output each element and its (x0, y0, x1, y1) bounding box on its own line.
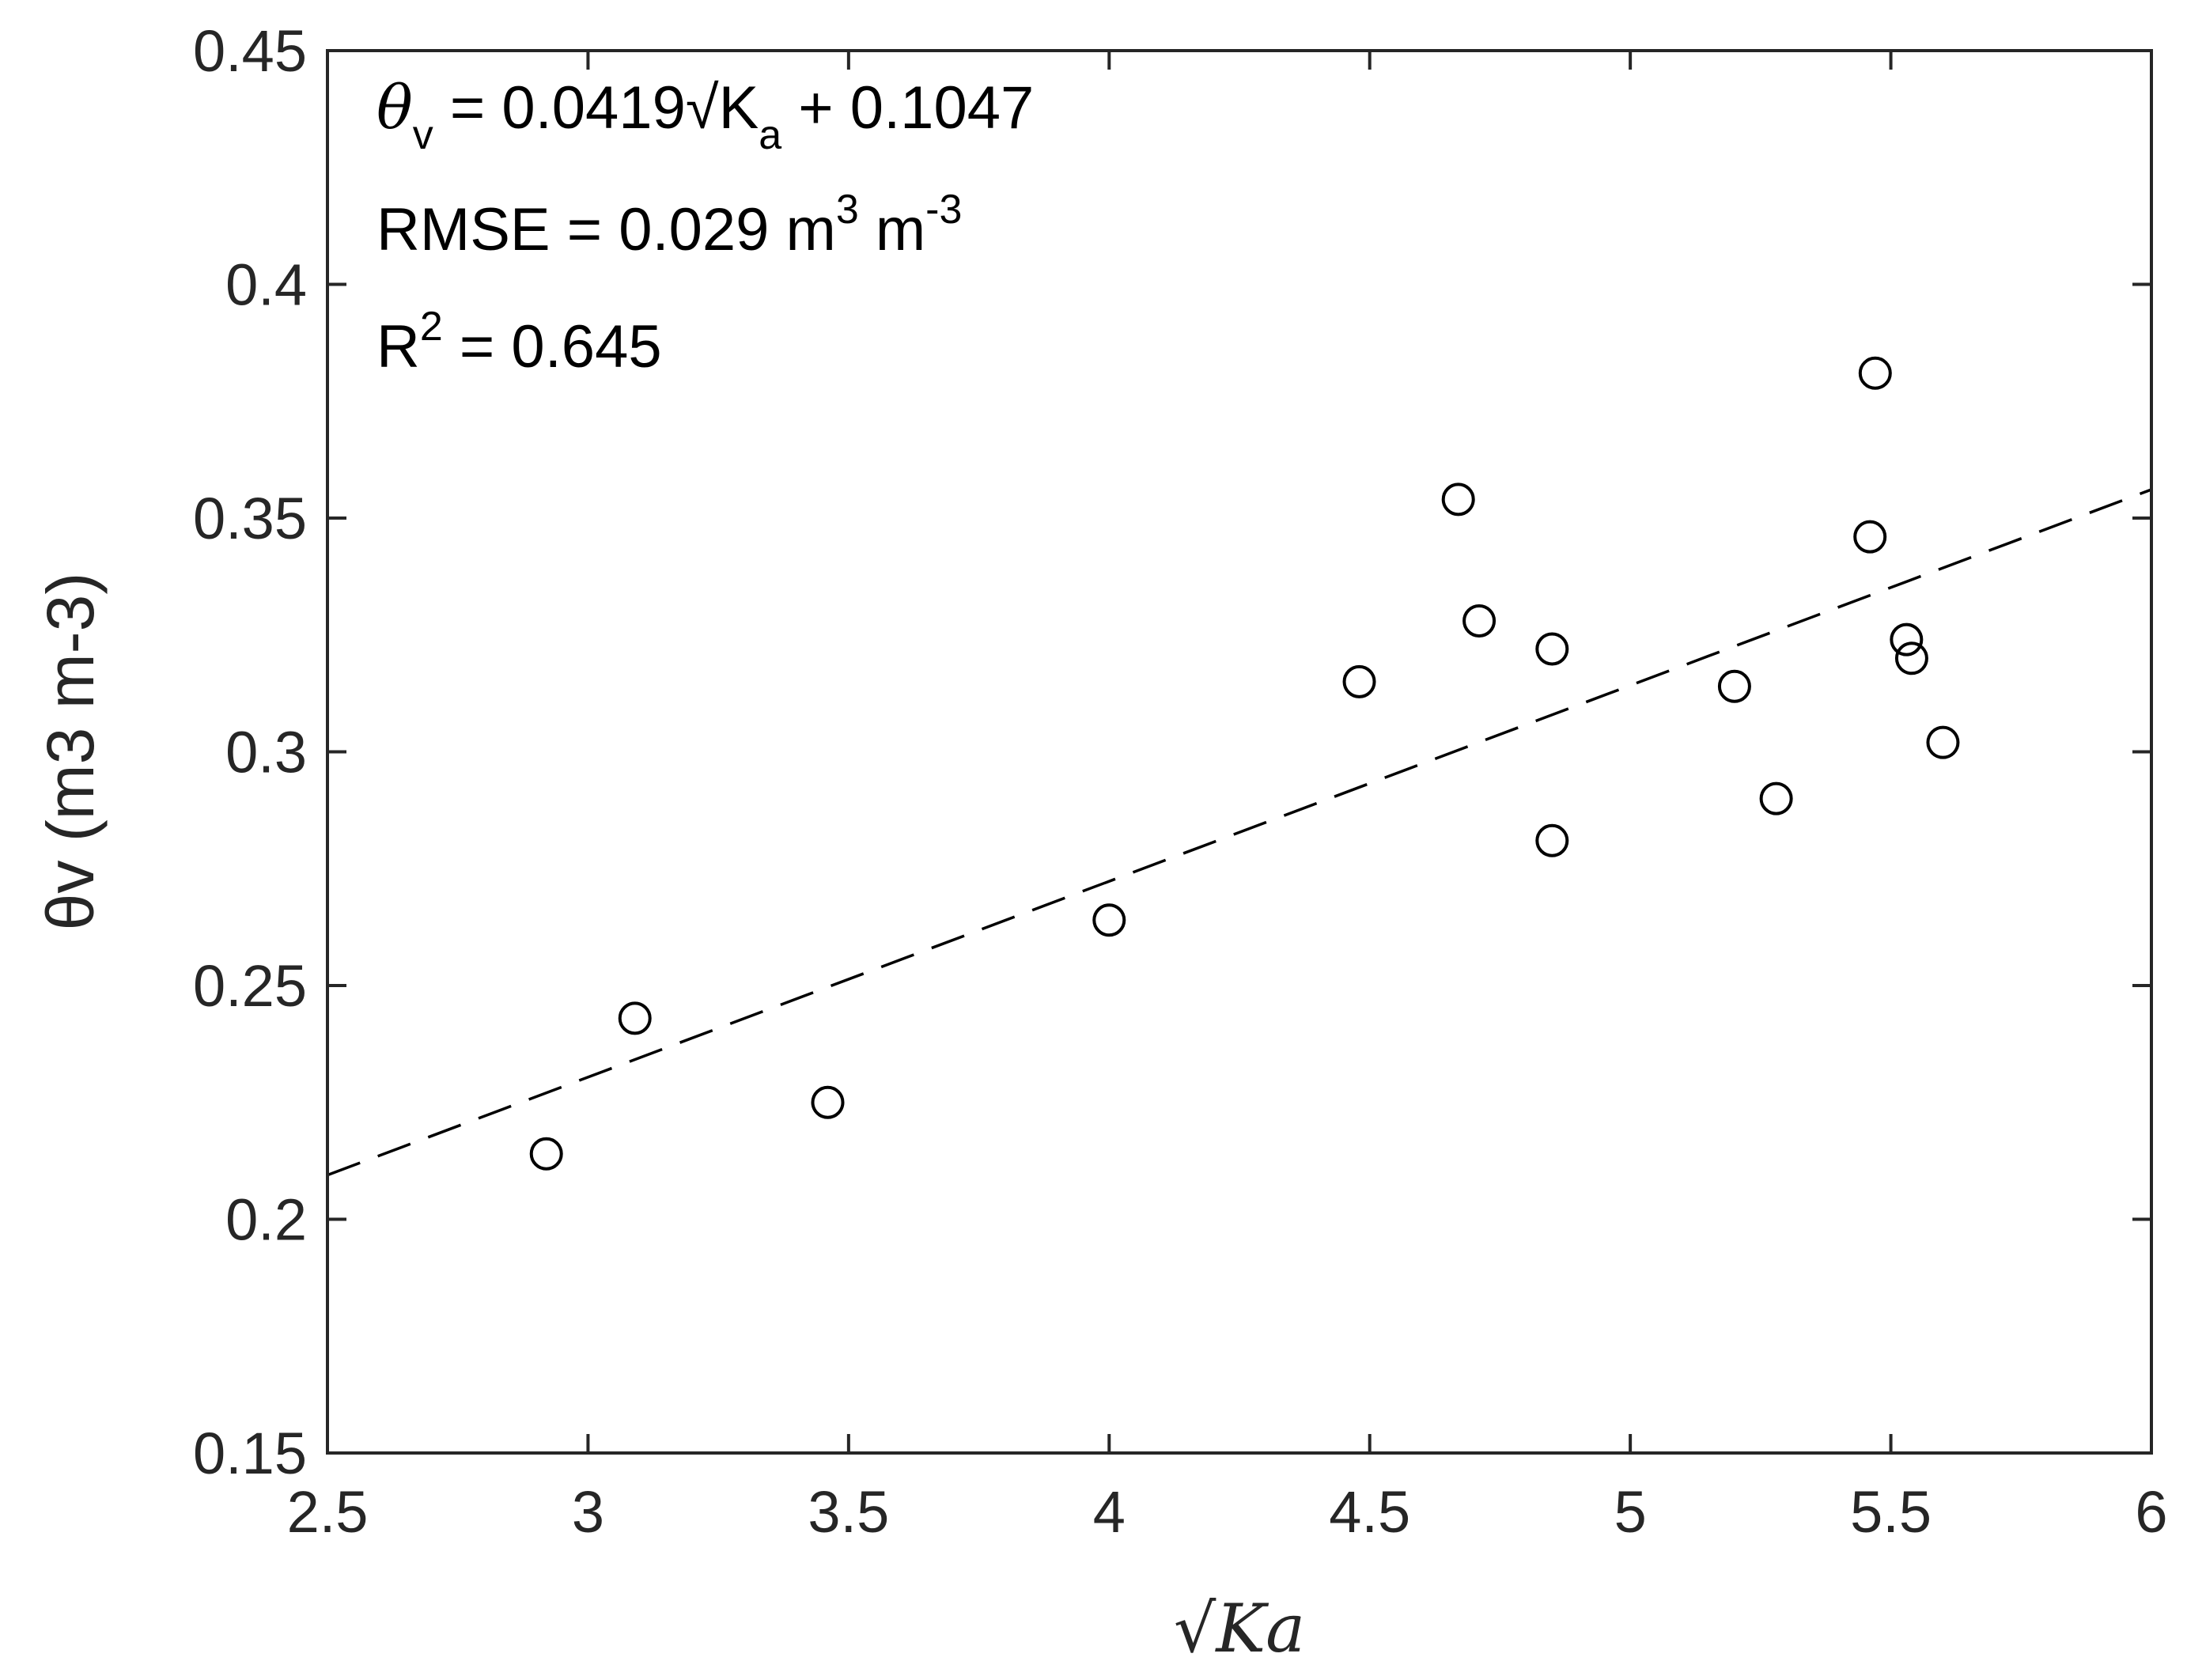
data-point (1890, 622, 1924, 656)
data-point (811, 1085, 845, 1119)
r2-annotation: R2 = 0.645 (376, 304, 662, 380)
x-tick-label: 2.5 (287, 1479, 369, 1545)
data-point (1441, 482, 1475, 516)
data-point (618, 1001, 652, 1035)
equation-annotation: θv = 0.0419√Ka + 0.1047 (376, 72, 1034, 158)
x-tick-label: 4 (1093, 1479, 1126, 1545)
data-point (1926, 725, 1960, 759)
data-point (1535, 632, 1569, 666)
x-tick-label: 4.5 (1329, 1479, 1410, 1545)
data-point (1092, 903, 1126, 937)
x-tick-label: 5 (1614, 1479, 1647, 1545)
data-point (1858, 356, 1892, 390)
x-tick-label: 6 (2135, 1479, 2167, 1545)
x-tick-label: 5.5 (1850, 1479, 1932, 1545)
y-tick-label: 0.3 (225, 720, 307, 785)
x-axis-label: √Ka (1174, 1590, 1305, 1667)
fit-line (327, 488, 2152, 1177)
data-point (1759, 781, 1793, 815)
y-tick-label: 0.2 (225, 1187, 307, 1253)
data-point (1462, 604, 1496, 638)
data-point (1894, 641, 1928, 675)
data-point (1535, 823, 1569, 857)
data-point (529, 1137, 563, 1171)
data-point (1342, 664, 1376, 698)
y-tick-label: 0.45 (193, 18, 307, 84)
y-tick-label: 0.4 (225, 252, 307, 318)
y-tick-label: 0.25 (193, 953, 307, 1019)
data-point (1853, 520, 1887, 554)
y-tick-label: 0.15 (193, 1421, 307, 1486)
data-point (1717, 669, 1751, 703)
y-tick-label: 0.35 (193, 486, 307, 551)
x-tick-label: 3 (572, 1479, 604, 1545)
x-tick-label: 3.5 (808, 1479, 889, 1545)
y-axis-label: θv (m3 m-3) (33, 573, 108, 931)
rmse-annotation: RMSE = 0.029 m3 m-3 (376, 187, 962, 263)
